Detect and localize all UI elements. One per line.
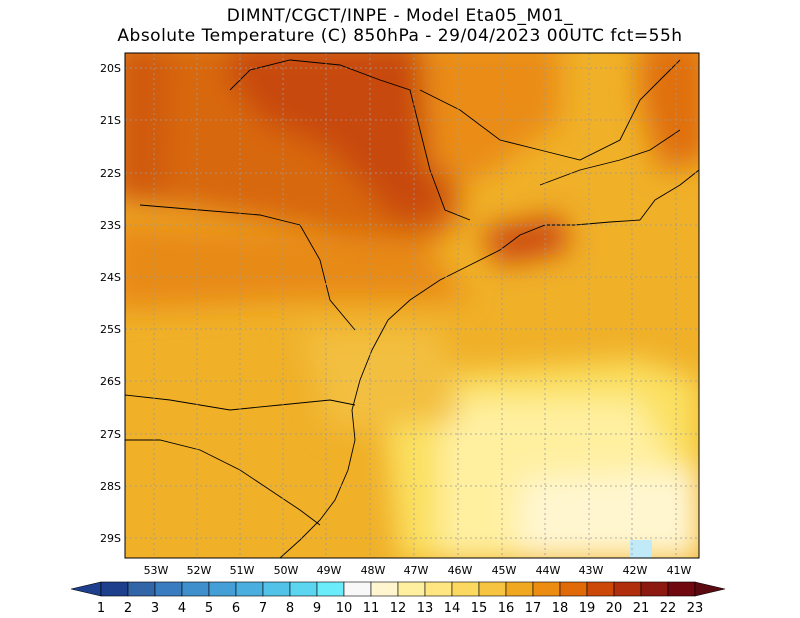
lon-label: 49W bbox=[317, 564, 342, 577]
colorbar-swatch bbox=[613, 581, 642, 597]
colorbar-label: 14 bbox=[444, 601, 461, 616]
map-frame bbox=[124, 52, 700, 559]
lat-label: 24S bbox=[100, 271, 121, 284]
colorbar-label: 23 bbox=[687, 601, 704, 616]
colorbar-swatch bbox=[586, 581, 615, 597]
colorbar-label: 12 bbox=[390, 601, 407, 616]
colorbar-labels: 1 2 3 4 5 6 7 8 9 10 11 12 13 14 15 16 1… bbox=[97, 601, 703, 616]
temperature-field bbox=[125, 53, 699, 558]
lon-label: 52W bbox=[187, 564, 212, 577]
latitude-labels: 20S 21S 22S 23S 24S 25S 26S 27S 28S 29S bbox=[100, 62, 121, 545]
colorbar-label: 17 bbox=[525, 601, 542, 616]
colorbar-label: 15 bbox=[471, 601, 488, 616]
colorbar-swatch bbox=[181, 581, 210, 597]
colorbar-swatch bbox=[667, 581, 696, 597]
colorbar-label: 2 bbox=[124, 601, 132, 616]
lon-label: 42W bbox=[623, 564, 648, 577]
colorbar-swatch bbox=[208, 581, 237, 597]
colorbar-arrow-high bbox=[694, 581, 726, 597]
colorbar-swatch bbox=[289, 581, 318, 597]
colorbar-label: 19 bbox=[579, 601, 596, 616]
colorbar-swatch bbox=[262, 581, 291, 597]
lon-label: 44W bbox=[536, 564, 561, 577]
colorbar-swatch bbox=[478, 581, 507, 597]
longitude-labels: 53W 52W 51W 50W 49W 48W 47W 46W 45W 44W … bbox=[144, 564, 692, 577]
colorbar-label: 8 bbox=[286, 601, 294, 616]
lon-label: 41W bbox=[667, 564, 692, 577]
lon-label: 45W bbox=[492, 564, 517, 577]
lon-label: 46W bbox=[448, 564, 473, 577]
colorbar-swatch bbox=[316, 581, 345, 597]
colorbar-swatch bbox=[154, 581, 183, 597]
colorbar-label: 10 bbox=[336, 601, 353, 616]
lat-label: 27S bbox=[100, 428, 121, 441]
colorbar-swatch bbox=[424, 581, 453, 597]
colorbar-label: 18 bbox=[552, 601, 569, 616]
colorbar-swatch bbox=[640, 581, 669, 597]
lon-label: 43W bbox=[579, 564, 604, 577]
colorbar-swatch bbox=[127, 581, 156, 597]
colorbar bbox=[70, 581, 726, 597]
grid-lines bbox=[125, 53, 699, 558]
lat-label: 29S bbox=[100, 532, 121, 545]
colorbar-swatch bbox=[505, 581, 534, 597]
colorbar-label: 16 bbox=[498, 601, 515, 616]
colorbar-swatch bbox=[370, 581, 399, 597]
lat-label: 28S bbox=[100, 480, 121, 493]
colorbar-label: 20 bbox=[606, 601, 623, 616]
colorbar-label: 13 bbox=[417, 601, 434, 616]
lon-label: 50W bbox=[274, 564, 299, 577]
lat-label: 22S bbox=[100, 167, 121, 180]
colorbar-label: 21 bbox=[633, 601, 650, 616]
colorbar-label: 22 bbox=[660, 601, 677, 616]
colorbar-label: 1 bbox=[97, 601, 105, 616]
lon-label: 47W bbox=[404, 564, 429, 577]
colorbar-arrow-low bbox=[70, 581, 102, 597]
colorbar-swatch bbox=[235, 581, 264, 597]
colorbar-label: 7 bbox=[259, 601, 267, 616]
lon-label: 48W bbox=[361, 564, 386, 577]
colorbar-swatch bbox=[532, 581, 561, 597]
colorbar-swatch bbox=[100, 581, 129, 597]
colorbar-swatch bbox=[397, 581, 426, 597]
colorbar-label: 4 bbox=[178, 601, 186, 616]
colorbar-label: 5 bbox=[205, 601, 213, 616]
colorbar-swatch bbox=[343, 581, 372, 597]
lat-label: 26S bbox=[100, 375, 121, 388]
colorbar-label: 6 bbox=[232, 601, 240, 616]
lon-label: 53W bbox=[144, 564, 169, 577]
chart-title-line1: DIMNT/CGCT/INPE - Model Eta05_M01_ bbox=[226, 6, 574, 26]
colorbar-label: 3 bbox=[151, 601, 159, 616]
colorbar-swatch bbox=[559, 581, 588, 597]
colorbar-label: 11 bbox=[363, 601, 380, 616]
lat-label: 20S bbox=[100, 62, 121, 75]
colorbar-label: 9 bbox=[313, 601, 321, 616]
colorbar-swatch bbox=[451, 581, 480, 597]
lat-label: 25S bbox=[100, 323, 121, 336]
lon-label: 51W bbox=[230, 564, 255, 577]
chart-title-line2: Absolute Temperature (C) 850hPa - 29/04/… bbox=[117, 26, 683, 46]
lat-label: 23S bbox=[100, 219, 121, 232]
lat-label: 21S bbox=[100, 114, 121, 127]
